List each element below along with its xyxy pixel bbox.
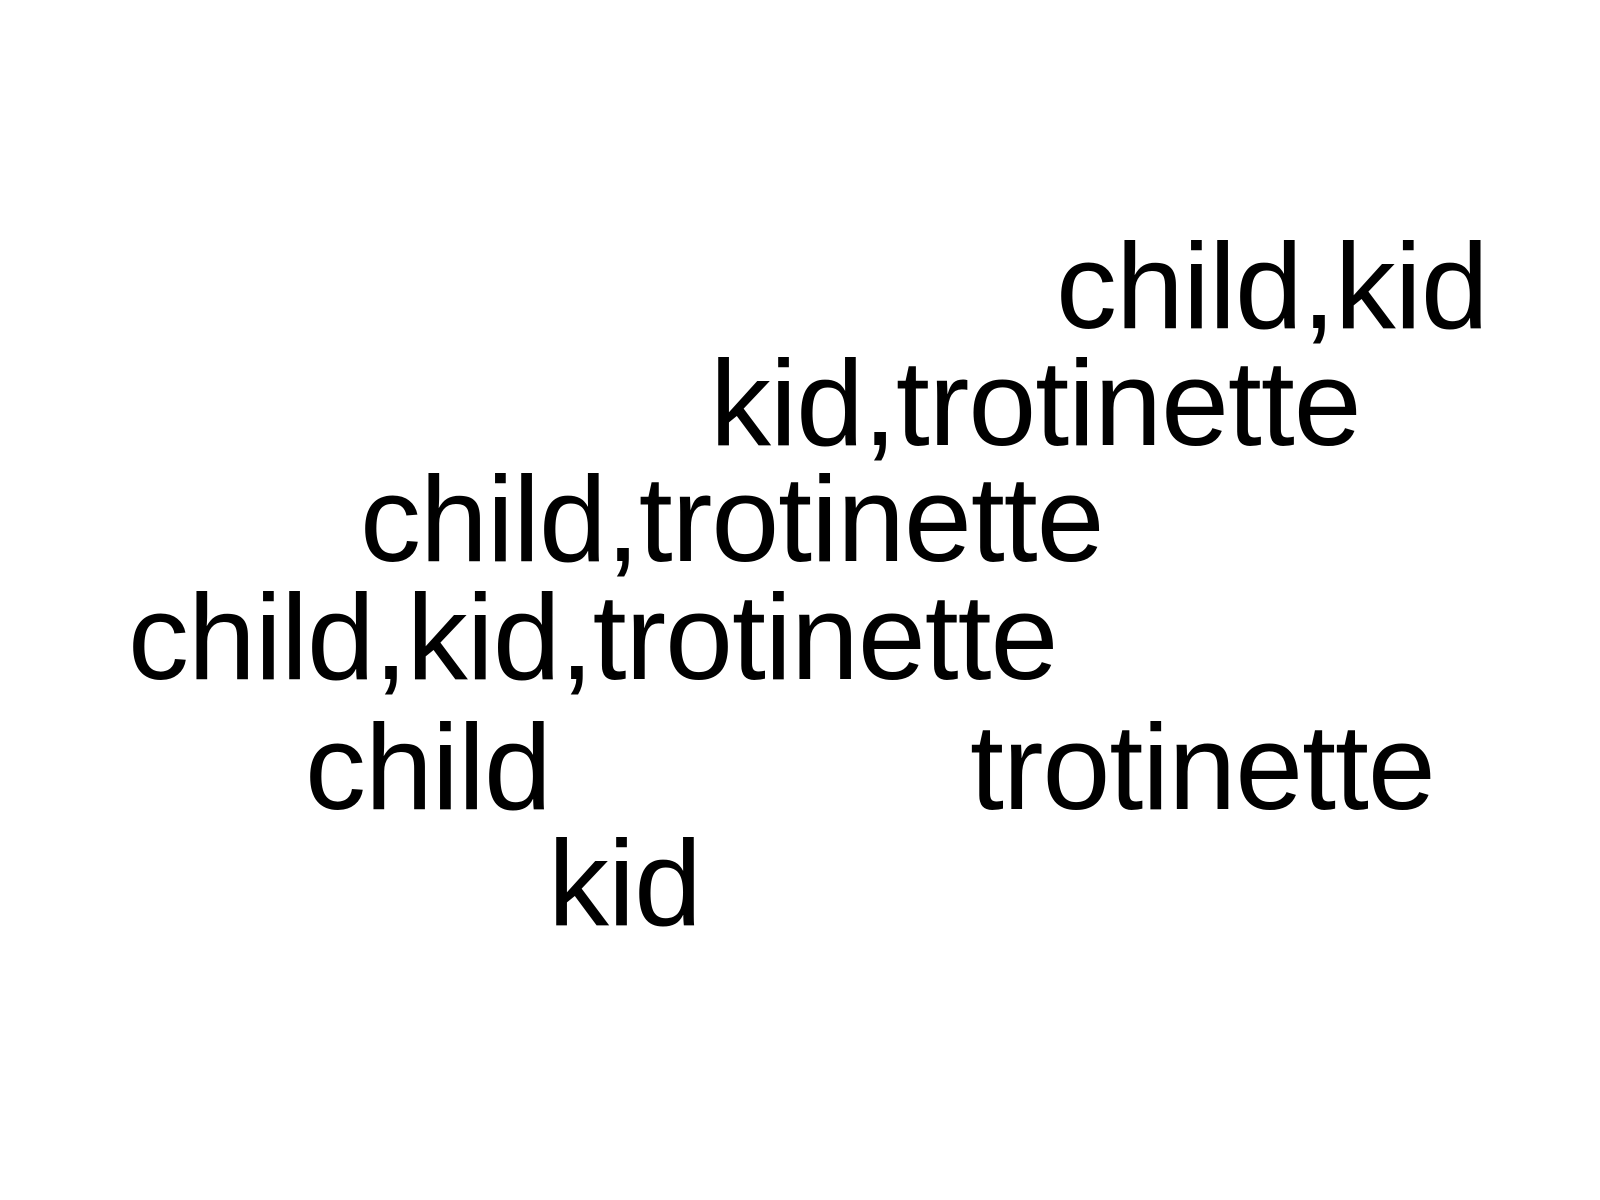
label-kid: kid: [548, 815, 702, 951]
label-kid-trotinette: kid,trotinette: [710, 335, 1362, 471]
label-trotinette: trotinette: [970, 699, 1436, 835]
label-child-kid-trotinette: child,kid,trotinette: [128, 569, 1058, 705]
label-child: child: [305, 699, 552, 835]
label-child-trotinette: child,trotinette: [360, 451, 1105, 587]
label-child-kid: child,kid: [1056, 218, 1489, 354]
